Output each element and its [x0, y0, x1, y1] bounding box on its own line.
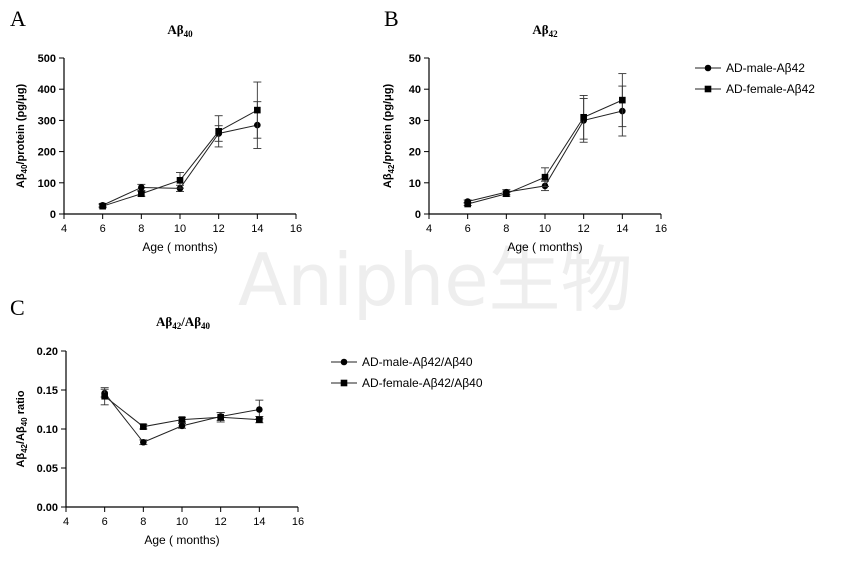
- data-point-circle: [256, 406, 263, 413]
- x-axis-label: Age ( months): [144, 533, 219, 547]
- y-tick-label: 20: [409, 147, 421, 159]
- y-axis-label: Aβ42/protein (pg/μg): [382, 84, 396, 189]
- legend-label: AD-male-Aβ42: [726, 61, 805, 75]
- y-tick-label: 10: [409, 178, 421, 190]
- x-tick-label: 8: [138, 223, 144, 235]
- data-point-square: [99, 202, 106, 210]
- data-point-square: [217, 414, 224, 421]
- data-point-square: [256, 416, 263, 423]
- legend-marker-square: [704, 85, 712, 93]
- series-male: [463, 85, 627, 205]
- y-tick-label: 0.20: [37, 346, 58, 358]
- watermark: Aniphe生物: [238, 238, 633, 322]
- legend-label: AD-female-Aβ42/Aβ40: [362, 376, 483, 390]
- x-tick-label: 16: [290, 223, 302, 235]
- data-point-circle: [140, 438, 147, 446]
- legend-item: AD-male-Aβ42: [695, 61, 805, 75]
- y-tick-label: 30: [409, 115, 421, 127]
- x-tick-label: 10: [174, 223, 186, 235]
- x-axis-label: Age ( months): [507, 240, 582, 254]
- x-tick-label: 8: [140, 516, 146, 528]
- y-tick-label: 0: [50, 209, 56, 221]
- y-tick-label: 0.10: [37, 424, 58, 436]
- series-female: [100, 387, 264, 430]
- x-tick-label: 4: [426, 223, 432, 235]
- legend-item: AD-female-Aβ42: [695, 82, 815, 96]
- series-line: [102, 124, 258, 206]
- y-axis-label: Aβ40/protein (pg/μg): [15, 84, 29, 189]
- y-tick-label: 50: [409, 53, 421, 65]
- x-tick-label: 14: [253, 516, 265, 528]
- chart-title: Aβ40: [167, 22, 193, 39]
- legend-label: AD-male-Aβ42/Aβ40: [362, 355, 473, 369]
- data-point-circle: [178, 422, 186, 430]
- x-tick-label: 14: [616, 223, 628, 235]
- legend-label: AD-female-Aβ42: [726, 82, 815, 96]
- legend-c: AD-male-Aβ42/Aβ40 AD-female-Aβ42/Aβ40: [331, 355, 483, 390]
- legend-item: AD-female-Aβ42/Aβ40: [331, 376, 483, 390]
- y-tick-label: 40: [409, 84, 421, 96]
- x-tick-label: 6: [465, 223, 471, 235]
- y-axis-label: Aβ42/Aβ40 ratio: [15, 390, 29, 467]
- x-tick-label: 14: [251, 223, 263, 235]
- data-point-square: [580, 113, 587, 121]
- panel-letter: C: [10, 295, 25, 320]
- data-point-square: [176, 177, 184, 184]
- series-male: [98, 101, 262, 209]
- data-point-square: [178, 416, 186, 423]
- chart-title: Aβ42: [532, 22, 558, 39]
- data-point-square: [215, 128, 222, 135]
- panel-letter: B: [384, 6, 399, 31]
- legend-marker-circle: [704, 64, 712, 72]
- y-tick-label: 300: [38, 115, 56, 127]
- legend-marker-circle: [340, 358, 348, 366]
- series-female: [98, 81, 262, 210]
- data-point-square: [619, 96, 626, 104]
- x-tick-label: 4: [63, 516, 69, 528]
- data-point-square: [541, 173, 549, 181]
- y-tick-label: 0.00: [37, 502, 58, 514]
- series-female: [463, 73, 627, 208]
- legend-marker-square: [340, 379, 348, 387]
- y-tick-label: 100: [38, 178, 56, 190]
- x-tick-label: 10: [176, 516, 188, 528]
- data-point-square: [254, 106, 261, 114]
- panel-letter: A: [10, 6, 26, 31]
- data-point-square: [140, 423, 147, 430]
- y-tick-label: 400: [38, 84, 56, 96]
- panel-a: A Aβ40 4 6 8 10 12 14 16 0 100 200 300 400 500 Age ( mo…: [10, 6, 302, 254]
- y-tick-label: 0: [415, 209, 421, 221]
- y-tick-label: 0.05: [37, 463, 58, 475]
- x-axis-label: Age ( months): [142, 240, 217, 254]
- data-point-circle: [138, 184, 145, 191]
- x-tick-label: 6: [100, 223, 106, 235]
- panel-c: C Aβ42/Aβ40 4 6 8 10 12 14 16 0.00 0.05 0.10 0.15 0.2…: [10, 295, 304, 547]
- x-tick-label: 16: [292, 516, 304, 528]
- x-tick-label: 12: [215, 516, 227, 528]
- x-tick-label: 4: [61, 223, 67, 235]
- panel-b: B Aβ42 4 6 8 10 12 14 16 0 10 20 30 40 50 Age ( months)…: [382, 6, 667, 254]
- x-tick-label: 16: [655, 223, 667, 235]
- data-point-square: [138, 190, 145, 198]
- data-point-square: [503, 190, 510, 198]
- y-tick-label: 200: [38, 147, 56, 159]
- x-tick-label: 12: [213, 223, 225, 235]
- y-tick-label: 500: [38, 53, 56, 65]
- legend-b: AD-male-Aβ42 AD-female-Aβ42: [695, 61, 815, 96]
- x-tick-label: 8: [503, 223, 509, 235]
- x-tick-label: 12: [578, 223, 590, 235]
- chart-title: Aβ42/Aβ40: [156, 314, 211, 331]
- x-tick-label: 10: [539, 223, 551, 235]
- y-tick-label: 0.15: [37, 385, 58, 397]
- legend-item: AD-male-Aβ42/Aβ40: [331, 355, 473, 369]
- data-point-square: [101, 392, 108, 400]
- data-point-square: [464, 200, 471, 208]
- x-tick-label: 6: [102, 516, 108, 528]
